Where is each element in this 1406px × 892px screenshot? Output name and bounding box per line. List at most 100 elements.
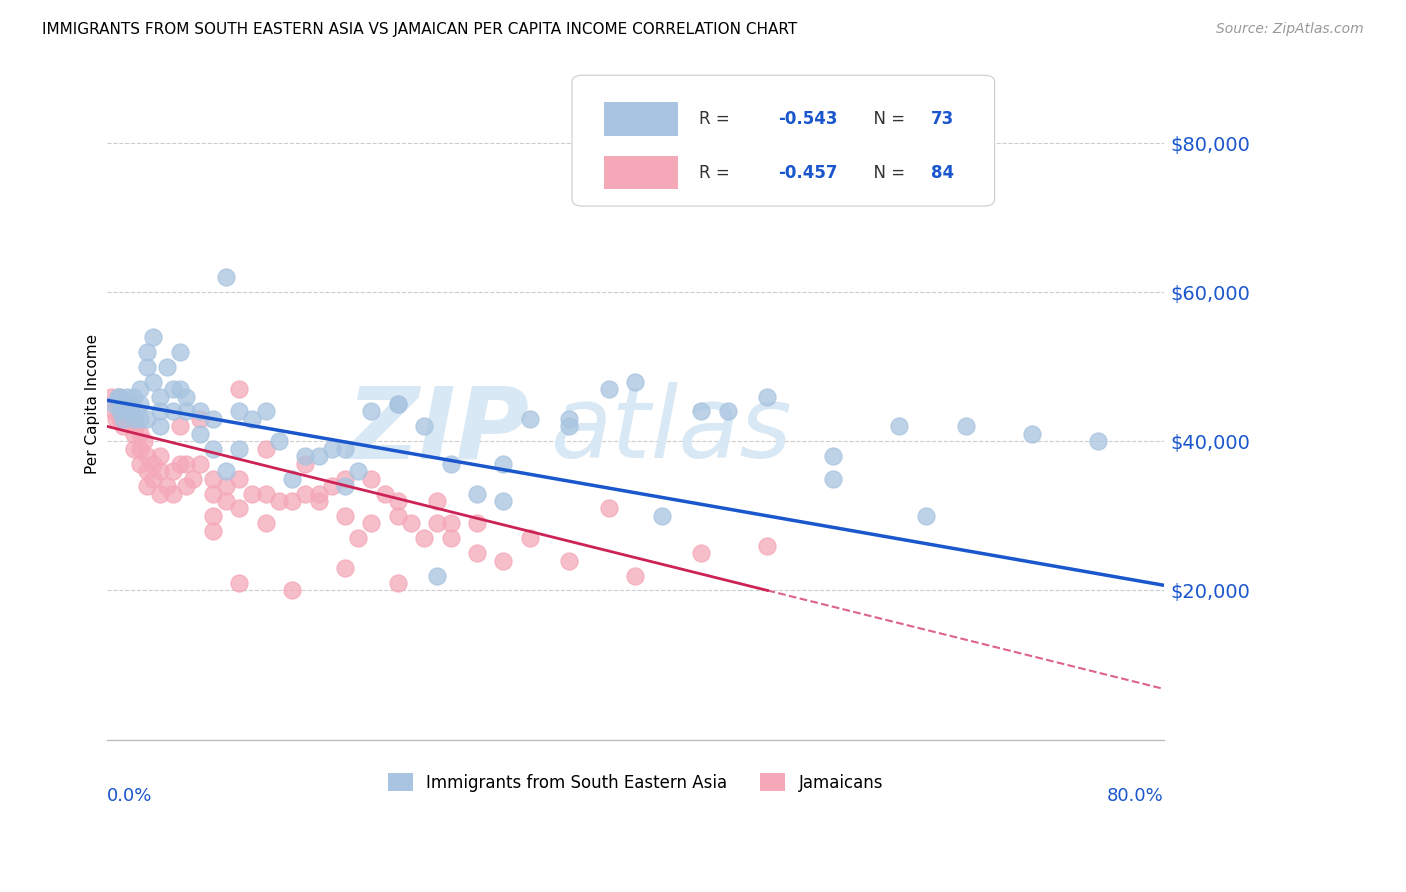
Point bbox=[439, 531, 461, 545]
Point bbox=[399, 516, 422, 531]
Point bbox=[105, 412, 128, 426]
Point bbox=[215, 494, 238, 508]
Point bbox=[201, 524, 224, 538]
Point bbox=[115, 390, 138, 404]
Point bbox=[254, 442, 277, 456]
FancyBboxPatch shape bbox=[603, 102, 678, 136]
Point bbox=[188, 426, 211, 441]
Point bbox=[294, 457, 316, 471]
Point bbox=[120, 404, 142, 418]
Point bbox=[254, 404, 277, 418]
Point bbox=[122, 426, 145, 441]
Point bbox=[149, 390, 172, 404]
Point bbox=[360, 472, 382, 486]
Point bbox=[149, 486, 172, 500]
Point bbox=[162, 404, 184, 418]
Point bbox=[267, 434, 290, 449]
Point bbox=[228, 501, 250, 516]
Point bbox=[651, 508, 673, 523]
Point bbox=[426, 494, 449, 508]
Point bbox=[122, 412, 145, 426]
Y-axis label: Per Capita Income: Per Capita Income bbox=[86, 334, 100, 475]
Point bbox=[228, 404, 250, 418]
Point bbox=[135, 464, 157, 478]
Point bbox=[142, 330, 165, 344]
Point bbox=[413, 531, 436, 545]
Point bbox=[598, 501, 620, 516]
Point bbox=[156, 359, 179, 374]
Point bbox=[690, 404, 713, 418]
Point bbox=[308, 449, 330, 463]
Point bbox=[129, 412, 152, 426]
Point bbox=[100, 390, 122, 404]
Point bbox=[519, 531, 541, 545]
Point bbox=[308, 486, 330, 500]
Point bbox=[115, 404, 138, 418]
Point bbox=[110, 404, 132, 418]
Point bbox=[387, 576, 409, 591]
Point bbox=[135, 359, 157, 374]
Point bbox=[176, 390, 198, 404]
Point bbox=[281, 472, 304, 486]
Point bbox=[201, 486, 224, 500]
Point bbox=[228, 576, 250, 591]
Point bbox=[321, 479, 343, 493]
Point bbox=[465, 516, 488, 531]
Point bbox=[215, 270, 238, 285]
Point bbox=[201, 412, 224, 426]
Point bbox=[228, 442, 250, 456]
Text: R =: R = bbox=[699, 110, 735, 128]
Point bbox=[142, 375, 165, 389]
Point bbox=[413, 419, 436, 434]
Point bbox=[110, 397, 132, 411]
Point bbox=[387, 494, 409, 508]
Point bbox=[129, 382, 152, 396]
Point bbox=[333, 442, 356, 456]
Point bbox=[122, 442, 145, 456]
Point bbox=[149, 464, 172, 478]
FancyBboxPatch shape bbox=[572, 75, 994, 206]
Text: 80.0%: 80.0% bbox=[1107, 787, 1164, 805]
Point bbox=[115, 397, 138, 411]
Point bbox=[181, 472, 204, 486]
Point bbox=[149, 419, 172, 434]
Point bbox=[169, 382, 191, 396]
Point bbox=[360, 516, 382, 531]
Point bbox=[188, 404, 211, 418]
Point bbox=[254, 486, 277, 500]
Point bbox=[492, 457, 515, 471]
Point bbox=[823, 449, 845, 463]
Point bbox=[955, 419, 977, 434]
Point bbox=[387, 508, 409, 523]
Point bbox=[281, 583, 304, 598]
Point bbox=[889, 419, 911, 434]
Point bbox=[360, 404, 382, 418]
Point bbox=[201, 508, 224, 523]
Text: R =: R = bbox=[699, 163, 735, 182]
Point bbox=[308, 494, 330, 508]
Point bbox=[129, 442, 152, 456]
Point bbox=[169, 419, 191, 434]
Point bbox=[228, 472, 250, 486]
Text: 0.0%: 0.0% bbox=[107, 787, 153, 805]
Point bbox=[333, 479, 356, 493]
Point bbox=[149, 404, 172, 418]
Point bbox=[201, 442, 224, 456]
Point bbox=[107, 390, 129, 404]
Text: Source: ZipAtlas.com: Source: ZipAtlas.com bbox=[1216, 22, 1364, 37]
Point bbox=[465, 546, 488, 560]
Point bbox=[162, 464, 184, 478]
Point bbox=[107, 390, 129, 404]
Point bbox=[347, 464, 370, 478]
Point bbox=[142, 457, 165, 471]
Point bbox=[439, 516, 461, 531]
Point bbox=[387, 397, 409, 411]
Point bbox=[135, 344, 157, 359]
Point bbox=[558, 553, 581, 567]
Point bbox=[492, 553, 515, 567]
Point bbox=[254, 516, 277, 531]
Point bbox=[387, 397, 409, 411]
Point bbox=[176, 404, 198, 418]
Point bbox=[242, 486, 264, 500]
Point bbox=[115, 412, 138, 426]
